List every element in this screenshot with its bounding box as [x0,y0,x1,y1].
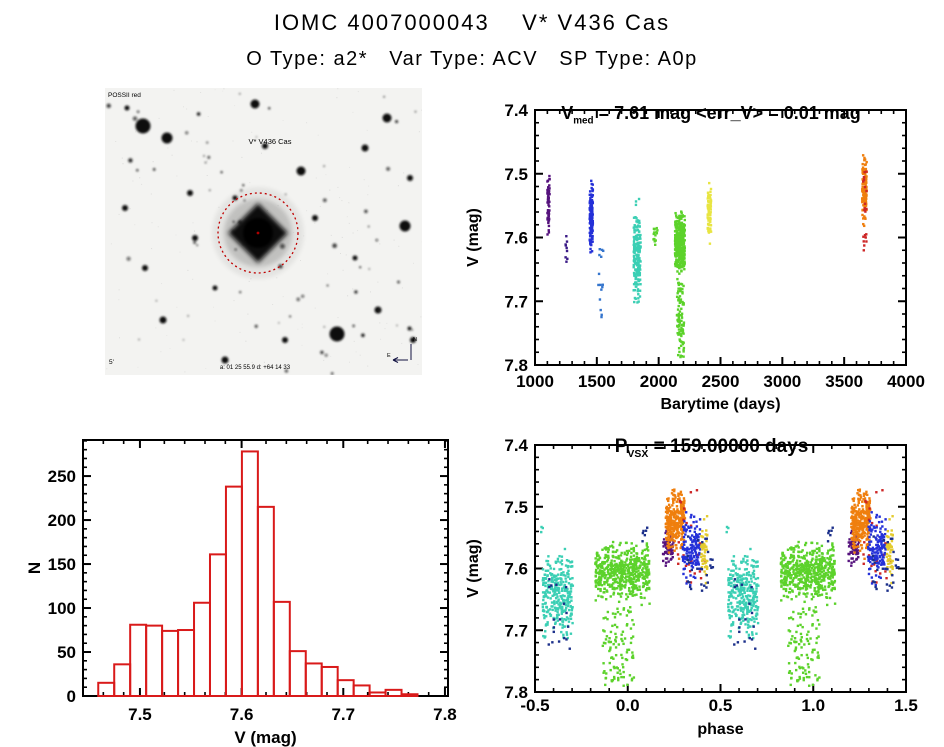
svg-text:7.4: 7.4 [504,103,528,120]
svg-text:1000: 1000 [516,372,554,391]
coords-caption: a: 01 25 55.9 d: +64 14 33 [220,365,291,371]
lightcurve-phase-plot: -0.5 0.0 0.5 1.0 1.5 7.4 7.5 7.6 7.7 7.8 phase V (m… [465,437,918,738]
svg-text:7.4: 7.4 [504,437,528,455]
svg-text:7.6: 7.6 [504,560,528,579]
survey-label: POSSII red [108,92,141,99]
svg-text:0.0: 0.0 [616,696,640,715]
svg-text:7.7: 7.7 [504,292,528,311]
svg-text:N: N [28,562,44,574]
svg-text:Barytime (days): Barytime (days) [660,396,780,413]
target-label: V* V436 Cas [249,137,292,146]
histogram-plot: 7.5 7.6 7.7 7.8 0 50 100 150 200 250 V (mag) N [28,439,457,747]
target-center-dot [256,231,260,235]
svg-text:V (mag): V (mag) [234,728,296,747]
finder-chart: V* V436 Cas POSSII red a: 01 25 55.9 d: … [105,88,422,375]
svg-text:1.5: 1.5 [894,696,918,715]
svg-text:100: 100 [48,599,76,618]
page-subtitle: O Type: a2* Var Type: ACV SP Type: A0p [246,48,698,70]
svg-text:3500: 3500 [825,372,863,391]
svg-text:200: 200 [48,511,76,530]
svg-text:3000: 3000 [763,372,801,391]
lightcurve-phase-title: PVSX = 159.00000 days [614,436,809,460]
svg-text:1500: 1500 [578,372,616,391]
sky-noise [106,88,422,373]
scale-label: 5' [109,359,114,366]
target-circle [217,192,299,274]
svg-text:0.5: 0.5 [709,696,733,715]
compass-icon: N E [387,337,417,363]
svg-text:0: 0 [67,687,76,706]
svg-text:phase: phase [697,721,743,738]
lightcurve-time-title: Vmed = 7.61 mag <err_V> = 0.01 mag [561,103,861,127]
svg-text:7.8: 7.8 [504,356,528,375]
page-title: IOMC 4007000043 V* V436 Cas [273,10,671,35]
svg-text:4000: 4000 [887,372,925,391]
svg-text:7.5: 7.5 [128,705,152,724]
svg-text:150: 150 [48,555,76,574]
svg-text:E: E [387,353,391,359]
svg-text:2000: 2000 [640,372,678,391]
svg-text:V (mag): V (mag) [465,208,482,267]
svg-text:2500: 2500 [702,372,740,391]
svg-text:7.8: 7.8 [504,683,528,702]
lightcurve-time-plot: 1000 1500 2000 2500 3000 3500 4000 7.4 7.5 7.6 7.7… [465,103,925,413]
svg-text:7.8: 7.8 [433,705,457,724]
svg-text:N: N [413,337,417,343]
svg-text:7.7: 7.7 [331,705,355,724]
svg-text:7.6: 7.6 [504,229,528,248]
svg-text:7.6: 7.6 [230,705,254,724]
svg-text:7.7: 7.7 [504,621,528,640]
svg-text:7.5: 7.5 [504,165,528,184]
svg-text:250: 250 [48,467,76,486]
svg-text:7.5: 7.5 [504,498,528,517]
svg-text:1.0: 1.0 [801,696,825,715]
svg-text:50: 50 [57,643,76,662]
svg-text:-0.5: -0.5 [520,696,549,715]
svg-text:V (mag): V (mag) [465,539,482,598]
